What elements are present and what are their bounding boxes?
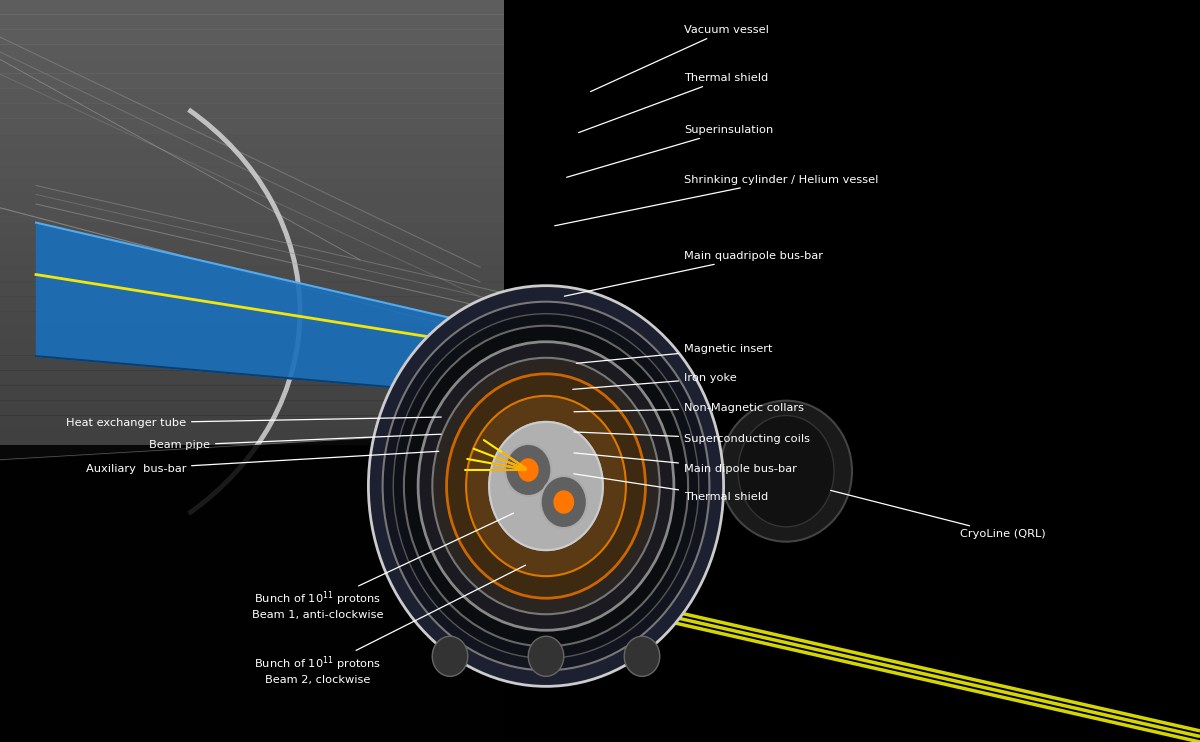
Bar [0, 88, 504, 104]
Ellipse shape [368, 286, 724, 686]
Ellipse shape [490, 422, 602, 550]
Bar [0, 385, 504, 401]
Bar [0, 237, 504, 252]
Ellipse shape [446, 374, 646, 598]
Polygon shape [0, 430, 504, 742]
Bar [0, 222, 504, 237]
Bar [0, 296, 504, 312]
Bar [0, 370, 504, 386]
Ellipse shape [624, 637, 660, 677]
Bar [0, 430, 504, 445]
Bar [0, 14, 504, 30]
Ellipse shape [720, 401, 852, 542]
Bar [456, 0, 1200, 742]
Ellipse shape [432, 637, 468, 677]
Text: Iron yoke: Iron yoke [572, 373, 737, 390]
Text: Magnetic insert: Magnetic insert [576, 344, 773, 364]
Bar [0, 192, 504, 208]
Bar [0, 311, 504, 326]
Ellipse shape [490, 422, 602, 550]
Ellipse shape [466, 396, 626, 576]
Bar [0, 103, 504, 119]
Bar [0, 0, 504, 445]
Ellipse shape [394, 314, 698, 658]
Bar [0, 252, 504, 267]
Bar [0, 0, 504, 15]
Bar [0, 162, 504, 178]
Ellipse shape [553, 490, 574, 513]
Bar [0, 148, 504, 163]
Text: Superconducting coils: Superconducting coils [574, 432, 810, 444]
Bar [0, 118, 504, 134]
Bar [0, 133, 504, 148]
Bar [0, 44, 504, 59]
Text: Vacuum vessel: Vacuum vessel [590, 24, 769, 91]
Bar [0, 355, 504, 371]
Bar [0, 266, 504, 282]
Bar [0, 177, 504, 193]
Ellipse shape [518, 459, 539, 482]
Ellipse shape [432, 358, 660, 614]
Bar [0, 445, 504, 742]
Bar [0, 207, 504, 223]
Bar [0, 29, 504, 45]
Ellipse shape [418, 342, 674, 630]
Text: Bunch of 10$^{11}$ protons
Beam 1, anti-clockwise: Bunch of 10$^{11}$ protons Beam 1, anti-… [252, 513, 514, 620]
Text: CryoLine (QRL): CryoLine (QRL) [830, 490, 1045, 539]
Text: Thermal shield: Thermal shield [574, 474, 768, 502]
Text: Superinsulation: Superinsulation [566, 125, 773, 177]
Ellipse shape [505, 444, 551, 496]
Bar [0, 59, 504, 74]
Bar [0, 415, 504, 430]
Bar [0, 73, 504, 89]
Bar [0, 400, 504, 416]
Text: Heat exchanger tube: Heat exchanger tube [66, 417, 442, 428]
Text: Shrinking cylinder / Helium vessel: Shrinking cylinder / Helium vessel [554, 174, 878, 226]
Bar [0, 341, 504, 356]
Text: Thermal shield: Thermal shield [578, 73, 768, 133]
Text: Non-Magnetic collars: Non-Magnetic collars [574, 403, 804, 413]
Ellipse shape [404, 326, 688, 646]
Text: Main dipole bus-bar: Main dipole bus-bar [574, 453, 797, 474]
Text: Beam pipe: Beam pipe [149, 434, 442, 450]
Ellipse shape [738, 416, 834, 527]
Bar [0, 326, 504, 341]
Text: Bunch of 10$^{11}$ protons
Beam 2, clockwise: Bunch of 10$^{11}$ protons Beam 2, clock… [254, 565, 526, 685]
Text: Main quadripole bus-bar: Main quadripole bus-bar [564, 251, 823, 296]
Bar [0, 281, 504, 297]
Ellipse shape [383, 302, 709, 670]
Text: Auxiliary  bus-bar: Auxiliary bus-bar [85, 451, 439, 474]
Ellipse shape [541, 476, 587, 528]
Ellipse shape [528, 637, 564, 677]
